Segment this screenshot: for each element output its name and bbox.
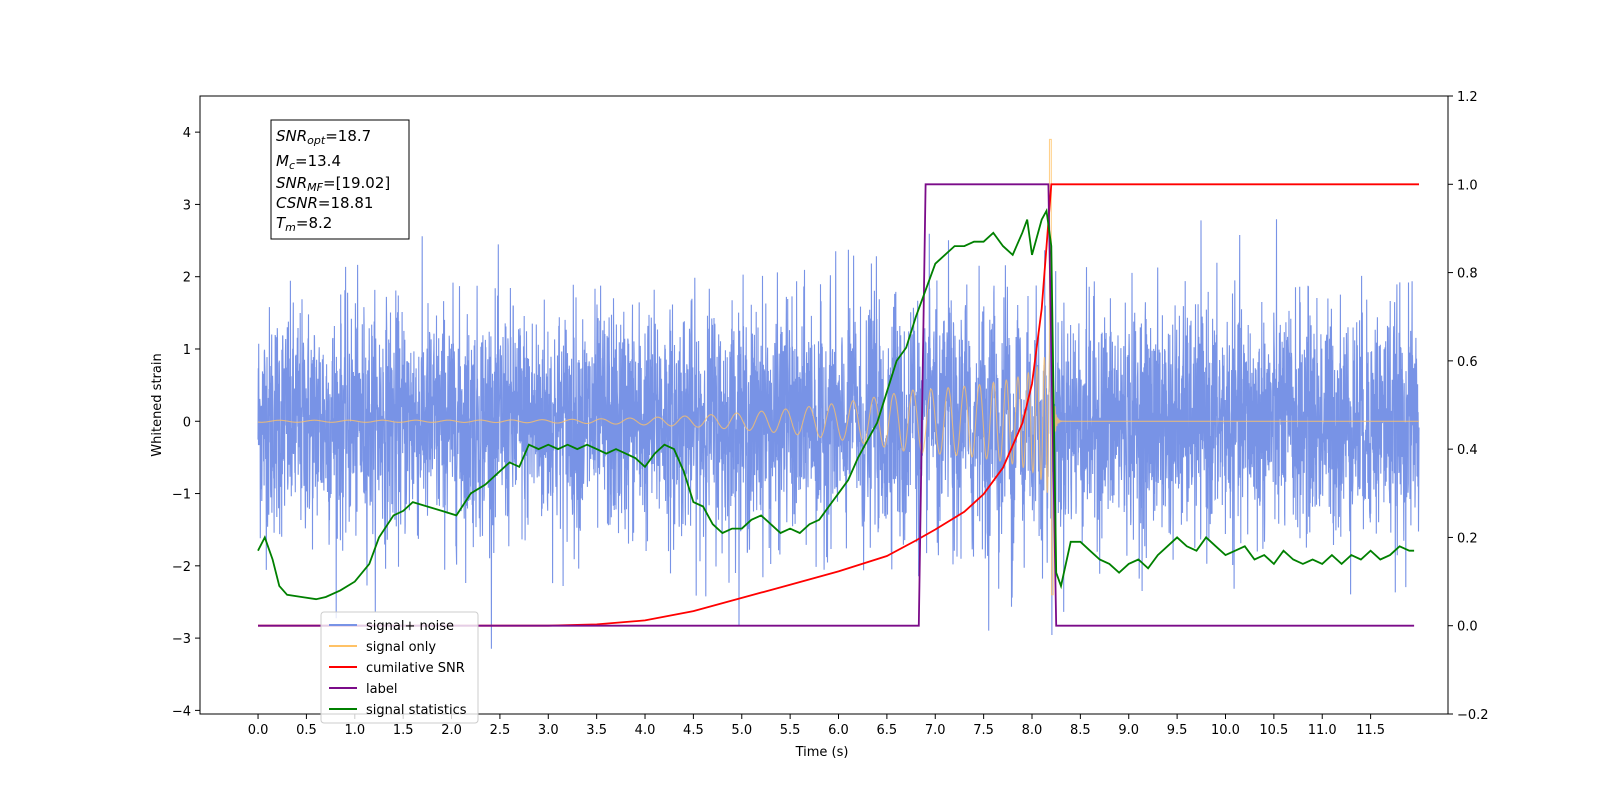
x-tick-label: 6.0 xyxy=(828,723,849,738)
annotation-snr-opt: SNRopt=18.7 xyxy=(276,127,371,147)
x-tick-label: 7.0 xyxy=(925,723,946,738)
legend: signal+ noise signal only cumilative SNR… xyxy=(320,611,479,724)
x-tick-label: 5.5 xyxy=(780,723,801,738)
x-tick-label: 11.0 xyxy=(1308,723,1337,738)
series-signal-noise-line xyxy=(257,219,1420,649)
y2-tick-label: −0.2 xyxy=(1457,708,1489,723)
annotation-snr-mf: SNRMF=[19.02] xyxy=(276,174,390,194)
ticks: 0.0 0.5 1.0 1.5 2.0 2.5 3.0 3.5 4.0 4.5 5.0 5.5 6.0 6… xyxy=(172,90,1489,738)
y-tick-label: −3 xyxy=(172,632,191,647)
y-tick-label: 1 xyxy=(183,343,191,358)
series-signal-only-line xyxy=(258,138,1419,596)
x-tick-label: 2.5 xyxy=(490,723,511,738)
x-tick-label: 4.5 xyxy=(683,723,704,738)
stats-annotation: SNRopt=18.7 Mc=13.4 SNRMF=[19.02] CSNR=1… xyxy=(270,119,410,240)
y-tick-label: −1 xyxy=(172,488,191,503)
legend-label: cumilative SNR xyxy=(366,661,465,676)
y-axis-title: Whitened strain xyxy=(150,353,165,456)
y2-tick-label: 0.2 xyxy=(1457,531,1478,546)
legend-box xyxy=(320,611,479,724)
legend-entry-signal-noise: signal+ noise xyxy=(329,619,454,634)
x-tick-label: 9.5 xyxy=(1167,723,1188,738)
legend-label: signal statistics xyxy=(366,703,467,718)
x-tick-label: 8.5 xyxy=(1070,723,1091,738)
x-tick-label: 2.0 xyxy=(441,723,462,738)
series-label-line xyxy=(258,183,1415,627)
legend-entry-cumilative-snr: cumilative SNR xyxy=(329,661,465,676)
y-tick-label: 4 xyxy=(183,126,191,141)
axes-frame xyxy=(199,95,1449,715)
x-tick-label: 3.5 xyxy=(586,723,607,738)
x-tick-label: 1.0 xyxy=(344,723,365,738)
y2-tick-label: 1.0 xyxy=(1457,178,1478,193)
legend-entry-signal-statistics: signal statistics xyxy=(329,703,467,718)
x-tick-label: 10.0 xyxy=(1211,723,1240,738)
y2-tick-label: 0.4 xyxy=(1457,443,1478,458)
x-tick-label: 7.5 xyxy=(973,723,994,738)
y2-tick-label: 0.8 xyxy=(1457,267,1478,282)
x-axis-title: Time (s) xyxy=(795,745,849,760)
x-tick-label: 0.0 xyxy=(248,723,269,738)
y-tick-label: 0 xyxy=(183,415,191,430)
legend-label: label xyxy=(366,682,397,697)
x-tick-label: 10.5 xyxy=(1259,723,1288,738)
x-tick-label: 5.0 xyxy=(731,723,752,738)
y-tick-label: 2 xyxy=(183,271,191,286)
annotation-tm: Tm=8.2 xyxy=(276,214,332,234)
annotation-csnr: CSNR=18.81 xyxy=(276,194,373,212)
y2-tick-label: 1.2 xyxy=(1457,90,1478,105)
x-tick-label: 6.5 xyxy=(877,723,898,738)
legend-label: signal+ noise xyxy=(366,619,454,634)
x-tick-label: 3.0 xyxy=(538,723,559,738)
legend-entry-label: label xyxy=(329,682,397,697)
x-tick-label: 8.0 xyxy=(1022,723,1043,738)
annotation-mc: Mc=13.4 xyxy=(276,152,341,172)
annotation-box xyxy=(270,119,410,240)
x-tick-label: 0.5 xyxy=(296,723,317,738)
legend-label: signal only xyxy=(366,640,436,655)
x-tick-label: 11.5 xyxy=(1356,723,1385,738)
x-tick-label: 4.0 xyxy=(635,723,656,738)
y2-tick-label: 0.6 xyxy=(1457,355,1478,370)
y-tick-label: −4 xyxy=(172,704,191,719)
legend-entry-signal-only: signal only xyxy=(329,640,436,655)
x-tick-label: 9.0 xyxy=(1118,723,1139,738)
x-tick-label: 1.5 xyxy=(393,723,414,738)
y-tick-label: −2 xyxy=(172,560,191,575)
y2-tick-label: 0.0 xyxy=(1457,620,1478,635)
series-cumilative-snr-line xyxy=(258,183,1419,627)
series-signal-statistics-line xyxy=(257,207,1415,601)
y-tick-label: 3 xyxy=(183,198,191,213)
plot-area xyxy=(257,138,1420,649)
